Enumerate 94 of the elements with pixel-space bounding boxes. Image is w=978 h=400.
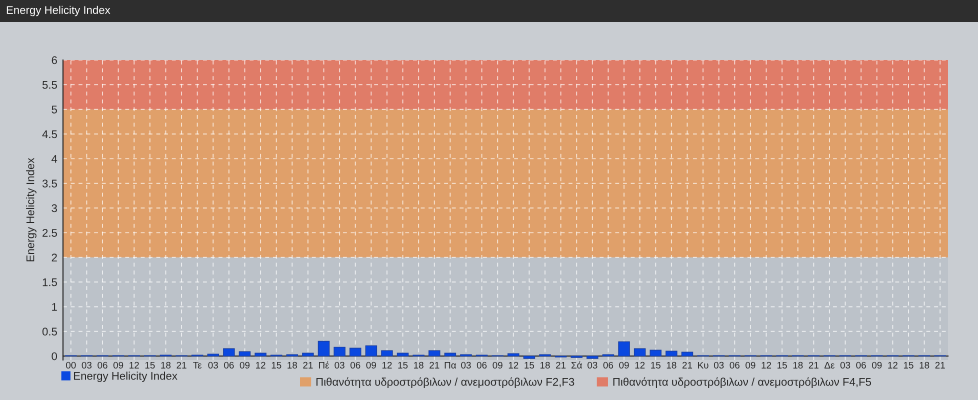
x-tick-label: 21 (303, 362, 313, 368)
x-tick-label: 09 (619, 362, 629, 369)
y-tick-label: 4.5 (42, 130, 57, 138)
x-tick-label: 09 (746, 362, 756, 369)
y-tick-label: 4 (52, 155, 58, 163)
bar (634, 348, 646, 356)
x-tick-label: 18 (540, 362, 550, 369)
y-tick-label: 5.5 (42, 81, 57, 89)
y-tick-label: 3.5 (42, 180, 57, 188)
bar (666, 350, 678, 356)
x-tick-label: 09 (492, 362, 502, 369)
x-tick-label: 18 (414, 362, 424, 369)
x-tick-label: 06 (476, 362, 487, 369)
x-tick-label: 18 (793, 362, 803, 369)
x-tick-label: Δε (824, 362, 835, 369)
x-tick-label: 09 (113, 362, 124, 369)
bar (396, 352, 409, 356)
x-tick-label: 12 (888, 362, 898, 368)
x-tick-label: 03 (714, 362, 724, 369)
x-tick-label: 00 (66, 362, 76, 369)
legend-label: Πιθανότητα υδροστρόβιλων / ανεμοστρόβιλων F4,F5 (613, 377, 872, 388)
x-tick-label: 21 (935, 362, 945, 368)
x-tick-label: 18 (666, 362, 676, 369)
x-tick-label: 03 (588, 362, 598, 369)
x-tick-label: 06 (856, 362, 866, 369)
x-tick-label: 03 (840, 362, 850, 369)
y-tick-label: 3 (52, 204, 57, 212)
x-tick-label: 21 (176, 362, 186, 368)
chart-title: Energy Helicity Index (6, 6, 110, 16)
y-tick-label: 0.5 (42, 328, 57, 336)
x-tick-label: 15 (272, 362, 282, 369)
x-tick-label: 03 (208, 362, 218, 369)
x-tick-label: 15 (398, 362, 408, 369)
bar (223, 348, 235, 356)
bar (444, 352, 456, 356)
x-tick-label: 15 (145, 362, 155, 369)
y-tick-label: 5 (52, 106, 57, 114)
x-tick-label: Κυ (698, 362, 708, 369)
x-tick-label: 21 (682, 362, 692, 368)
x-tick-label: 15 (651, 362, 660, 369)
legend-label: Energy Helicity Index (74, 372, 178, 382)
x-tick-label: 09 (240, 362, 250, 369)
x-tick-label: 18 (920, 362, 930, 369)
x-tick-label: 12 (635, 362, 645, 368)
x-tick-label: 06 (603, 362, 614, 369)
bar (365, 345, 378, 356)
bar (428, 350, 440, 356)
x-tick-label: 15 (778, 362, 787, 369)
bar (254, 352, 266, 356)
x-tick-label: Τε (193, 362, 202, 369)
x-tick-label: 09 (872, 362, 882, 369)
bar (508, 353, 520, 356)
bar (650, 350, 662, 356)
x-tick-label: 21 (430, 362, 440, 368)
x-tick-label: 09 (366, 362, 376, 369)
bar (618, 341, 630, 356)
bar (381, 350, 393, 356)
y-tick-label: 1 (52, 303, 57, 311)
x-tick-label: 06 (98, 362, 108, 369)
bar (586, 356, 598, 359)
legend-label: Πιθανότητα υδροστρόβιλων / ανεμοστρόβιλων F2,F3 (316, 377, 574, 388)
x-tick-label: 12 (762, 362, 772, 368)
y-tick-label: 2.5 (42, 228, 57, 237)
bar (334, 346, 346, 356)
y-tick-label: 2 (52, 254, 57, 262)
x-tick-label: 18 (288, 362, 297, 369)
x-tick-label: 15 (904, 362, 914, 369)
x-tick-label: 18 (161, 362, 171, 369)
bar (318, 340, 330, 356)
bar (302, 352, 314, 356)
y-tick-label: 6 (52, 56, 57, 64)
x-tick-label: 06 (350, 362, 360, 369)
x-tick-label: 12 (256, 362, 266, 368)
bar (681, 352, 694, 356)
x-tick-label: 03 (461, 362, 471, 369)
x-tick-label: 03 (334, 362, 344, 369)
x-tick-label: 12 (508, 362, 518, 368)
x-tick-label: 21 (556, 362, 566, 368)
x-tick-label: Σά (571, 361, 582, 369)
x-tick-label: 12 (382, 362, 392, 368)
x-tick-label: 06 (730, 362, 740, 369)
x-tick-label: 15 (524, 362, 534, 369)
x-tick-label: 12 (130, 362, 139, 368)
x-tick-label: 21 (808, 362, 818, 368)
bar (349, 348, 362, 356)
x-tick-label: 06 (224, 362, 234, 369)
bar (238, 351, 251, 356)
x-tick-label: 03 (82, 362, 92, 369)
y-tick-label: 0 (52, 352, 58, 360)
y-tick-label: 1.5 (42, 278, 57, 286)
y-axis-title: Energy Helicity Index (26, 158, 36, 262)
x-tick-label: Πα (444, 362, 456, 369)
bar (523, 356, 536, 359)
x-tick-label: Πέ (319, 361, 330, 369)
